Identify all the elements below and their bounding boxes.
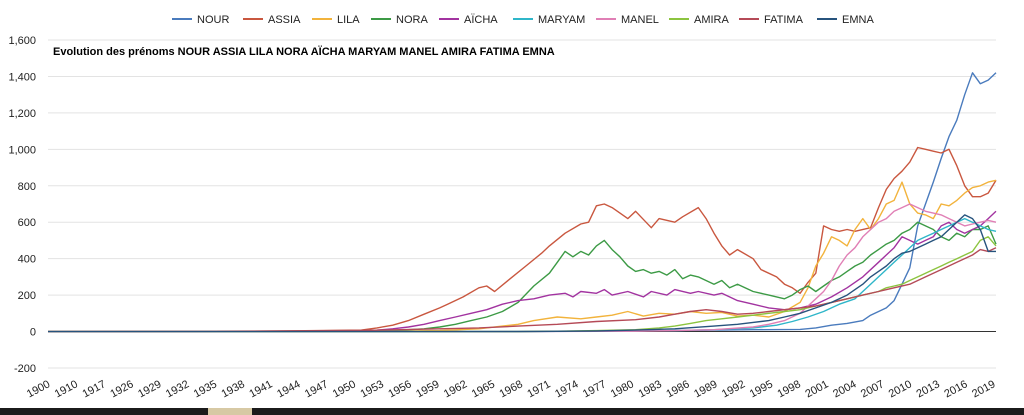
x-tick-label: 1959 <box>414 378 441 400</box>
y-axis: -200 0 200 400 600 800 1,000 1,200 1,400 1,600 <box>8 35 36 375</box>
y-tick-label: 0 <box>30 327 36 339</box>
x-tick-label: 2007 <box>859 378 886 400</box>
x-tick-label: 2013 <box>915 378 942 400</box>
y-tick-label: 1,600 <box>8 35 36 47</box>
x-tick-label: 1986 <box>664 378 691 400</box>
series-line-amira <box>48 236 997 333</box>
x-tick-label: 1938 <box>220 378 247 400</box>
x-tick-label: 1910 <box>53 378 80 400</box>
series-line-lila <box>47 179 997 333</box>
x-axis: 1900 1910 1917 1926 1929 1932 1935 1938 1941 1944… <box>25 378 997 400</box>
legend-label-assia[interactable]: ASSIA <box>268 14 301 26</box>
series-line-assia <box>47 146 997 333</box>
x-tick-label: 1998 <box>776 378 803 400</box>
x-tick-label: 1992 <box>720 378 747 400</box>
x-tick-label: 1995 <box>748 378 775 400</box>
legend-label-maryam[interactable]: MARYAM <box>538 14 585 26</box>
x-tick-label: 1980 <box>609 378 636 400</box>
x-tick-label: 1983 <box>637 378 664 400</box>
series-line-maryam <box>48 217 997 333</box>
x-tick-label: 1929 <box>136 378 163 400</box>
bottom-strip-thumb <box>208 408 252 415</box>
x-tick-label: 2019 <box>970 378 997 400</box>
legend-label-fatima[interactable]: FATIMA <box>764 14 804 26</box>
legend-label-manel[interactable]: MANEL <box>621 14 659 26</box>
x-tick-label: 1989 <box>692 378 719 400</box>
grid <box>48 39 996 369</box>
y-tick-label: 400 <box>18 254 36 266</box>
x-tick-label: 1944 <box>275 378 302 400</box>
x-tick-label: 1962 <box>442 378 469 400</box>
legend-label-nora[interactable]: NORA <box>396 14 428 26</box>
x-tick-label: 1956 <box>386 378 413 400</box>
x-tick-label: 1977 <box>581 378 608 400</box>
legend-label-amira[interactable]: AMIRA <box>694 14 730 26</box>
bottom-strip <box>0 408 1024 415</box>
x-tick-label: 1974 <box>553 378 580 400</box>
x-tick-label: 1935 <box>192 378 219 400</box>
x-tick-label: 1965 <box>470 378 497 400</box>
y-tick-label: 200 <box>18 290 36 302</box>
x-tick-label: 1917 <box>81 378 108 400</box>
series-line-aïcha <box>47 210 997 333</box>
x-tick-label: 1947 <box>303 378 330 400</box>
x-tick-label: 1971 <box>525 378 552 400</box>
series-line-nora <box>47 221 997 333</box>
x-tick-label: 1968 <box>498 378 525 400</box>
series-line-manel <box>48 203 997 333</box>
legend-label-emna[interactable]: EMNA <box>842 14 874 26</box>
legend-label-lila[interactable]: LILA <box>337 14 360 26</box>
x-tick-label: 2001 <box>803 378 830 400</box>
x-tick-label: 1953 <box>359 378 386 400</box>
x-tick-label: 1900 <box>25 378 52 400</box>
legend-label-nour[interactable]: NOUR <box>197 14 229 26</box>
y-tick-label: 1,000 <box>8 144 36 156</box>
series-line-fatima <box>47 247 997 333</box>
chart-title: Evolution des prénoms NOUR ASSIA LILA NO… <box>53 45 555 58</box>
x-tick-label: 2004 <box>831 378 858 400</box>
y-tick-label: 1,200 <box>8 108 36 120</box>
y-tick-label: -200 <box>14 363 36 375</box>
legend-label-aïcha[interactable]: AÏCHA <box>464 14 498 26</box>
x-tick-label: 1950 <box>331 378 358 400</box>
series-line-nour <box>48 72 997 333</box>
x-tick-label: 1941 <box>247 378 274 400</box>
series-lines <box>47 72 997 333</box>
x-tick-label: 1932 <box>164 378 191 400</box>
x-tick-label: 1926 <box>108 378 135 400</box>
x-tick-label: 2016 <box>942 378 969 400</box>
y-tick-label: 1,400 <box>8 71 36 83</box>
series-line-emna <box>48 214 996 333</box>
y-tick-label: 600 <box>18 217 36 229</box>
legend: NOUR ASSIA LILA NORA AÏCHA MARYAM MANEL AMIRA FA… <box>172 14 874 26</box>
x-tick-label: 2010 <box>887 378 914 400</box>
y-tick-label: 800 <box>18 181 36 193</box>
